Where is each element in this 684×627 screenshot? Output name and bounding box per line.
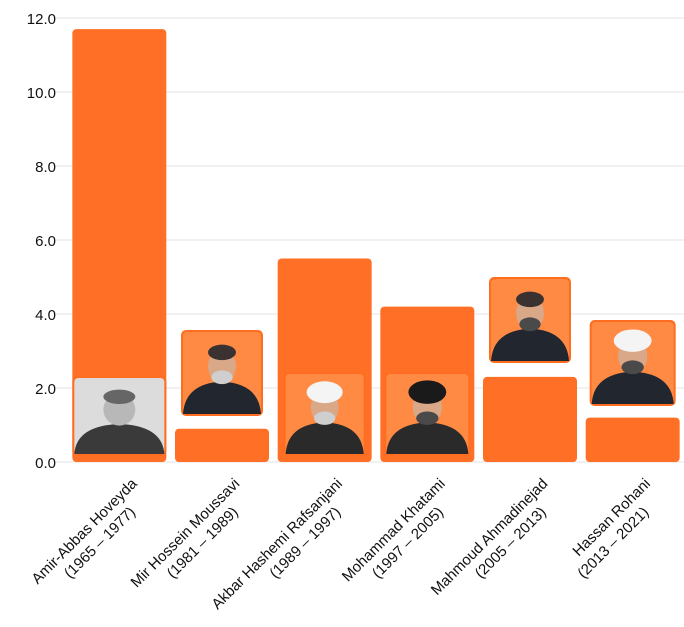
bar [585, 417, 680, 462]
y-tick-label: 10.0 [27, 85, 56, 102]
portrait-icon [489, 277, 571, 363]
category-name: Mahmoud Ahmadinejad [428, 475, 551, 598]
y-axis: 0.0 2.0 4.0 6.0 8.0 10.0 12.0 [27, 11, 56, 472]
y-tick-label: 6.0 [35, 233, 56, 250]
portrait-icon [384, 372, 471, 456]
bar [175, 428, 269, 462]
y-tick-label: 0.0 [35, 455, 56, 472]
bar [483, 376, 577, 462]
y-tick-label: 4.0 [35, 307, 56, 324]
portraits [72, 277, 676, 456]
x-tick-label: Mahmoud Ahmadinejad(2005 – 2013) [428, 475, 551, 598]
y-tick-label: 2.0 [35, 381, 56, 398]
portrait-icon [589, 320, 676, 406]
x-tick-label: Hassan Rohani(2013 – 2021) [569, 475, 654, 582]
y-tick-label: 12.0 [27, 11, 56, 28]
portrait-icon [72, 376, 167, 456]
y-tick-label: 8.0 [35, 159, 56, 176]
bar [72, 29, 167, 462]
category-name: Mir Hossein Moussavi [128, 475, 244, 591]
x-axis-labels: Amir-Abbas Hoveyda(1965 – 1977)Mir Hosse… [28, 475, 654, 613]
portrait-icon [181, 330, 263, 416]
portrait-icon [283, 372, 366, 456]
category-name: Amir-Abbas Hoveyda [28, 475, 141, 588]
